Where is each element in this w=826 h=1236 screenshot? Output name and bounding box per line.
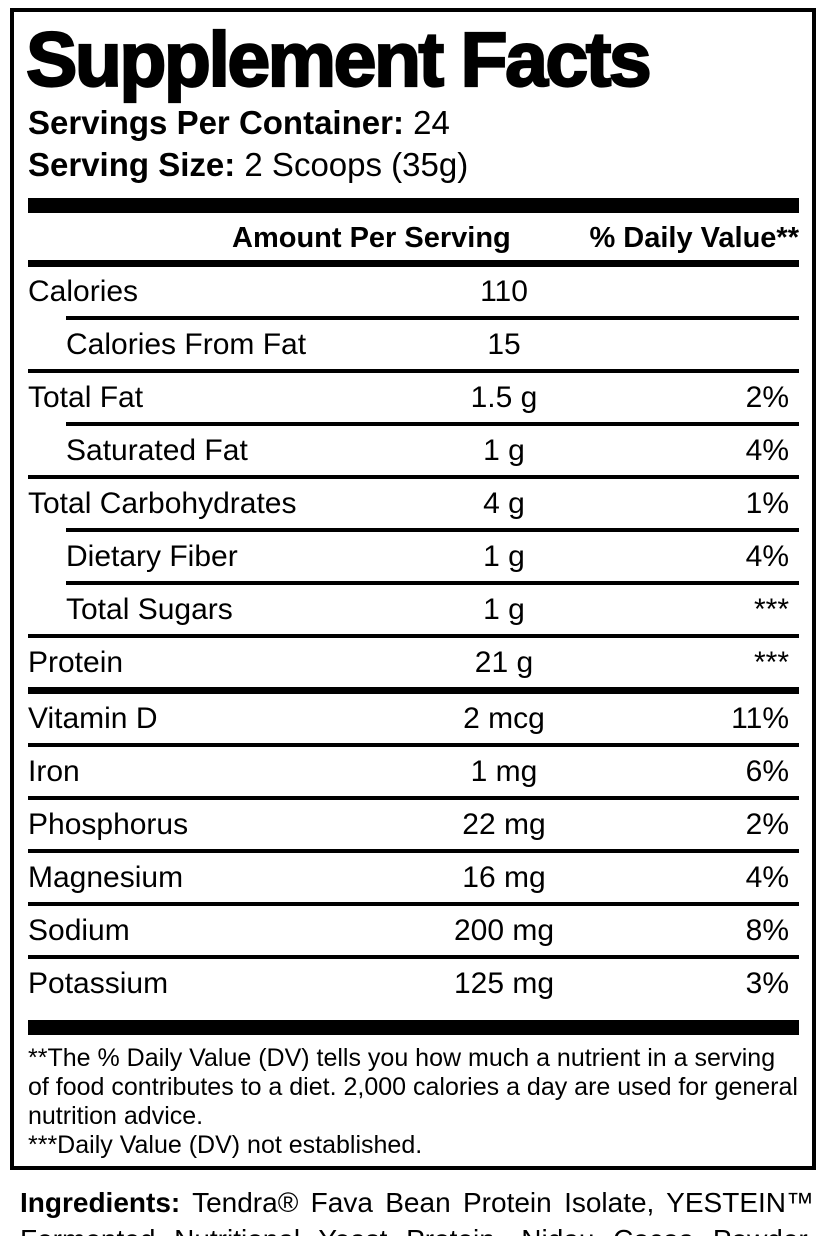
table-row: Potassium 125 mg 3% <box>28 959 799 1008</box>
nutrient-name: Iron <box>28 754 80 788</box>
nutrient-daily-value: 3% <box>745 966 789 1000</box>
nutrient-name: Protein <box>28 645 124 679</box>
nutrient-name: Vitamin D <box>28 701 158 735</box>
table-row: Total Sugars 1 g *** <box>28 585 799 634</box>
nutrient-name: Calories <box>28 274 139 308</box>
table-row: Vitamin D 2 mcg 11% <box>28 694 799 743</box>
nutrient-amount: 1 g <box>483 592 525 626</box>
nutrient-daily-value: 1% <box>745 486 789 520</box>
row-separator <box>28 955 799 959</box>
row-separator <box>28 743 799 747</box>
table-row: Total Carbohydrates 4 g 1% <box>28 479 799 528</box>
table-row: Total Fat 1.5 g 2% <box>28 373 799 422</box>
column-header-daily-value: % Daily Value** <box>589 222 799 254</box>
divider-bar-bottom <box>28 1020 799 1035</box>
panel-title: Supplement Facts <box>25 17 653 103</box>
nutrient-amount: 110 <box>480 274 528 308</box>
nutrient-name: Potassium <box>28 966 169 1000</box>
row-separator <box>28 796 799 800</box>
row-separator <box>28 369 799 373</box>
nutrient-amount: 1 g <box>483 539 525 573</box>
ingredients-label: Ingredients: <box>20 1187 181 1218</box>
ingredients-text: Tendra® Fava Bean Protein Isolate, YESTE… <box>20 1187 814 1236</box>
nutrient-amount: 125 mg <box>453 966 555 1000</box>
table-row: Iron 1 mg 6% <box>28 747 799 796</box>
column-header-amount: Amount Per Serving <box>232 222 511 254</box>
nutrient-amount: 21 g <box>474 645 534 679</box>
nutrient-amount: 22 mg <box>462 807 546 841</box>
table-row: Saturated Fat 1 g 4% <box>28 426 799 475</box>
nutrient-name: Sodium <box>28 913 130 947</box>
row-separator <box>28 849 799 853</box>
serving-size-label: Serving Size: <box>28 146 236 183</box>
nutrient-name: Dietary Fiber <box>66 539 238 573</box>
nutrient-daily-value: 11% <box>731 701 789 735</box>
servings-per-container: Servings Per Container: 24 <box>28 102 799 144</box>
servings-per-container-label: Servings Per Container: <box>28 104 404 141</box>
nutrient-name: Phosphorus <box>28 807 189 841</box>
nutrient-daily-value: 8% <box>745 913 789 947</box>
servings-per-container-value: 24 <box>413 104 450 141</box>
row-separator <box>28 475 799 479</box>
nutrient-daily-value: 4% <box>745 433 789 467</box>
row-separator <box>66 581 799 585</box>
nutrient-name: Total Sugars <box>66 592 233 626</box>
row-separator <box>28 687 799 694</box>
row-separator <box>66 316 799 320</box>
nutrient-amount: 15 <box>487 327 521 361</box>
serving-size: Serving Size: 2 Scoops (35g) <box>28 144 799 186</box>
footnote-not-established: ***Daily Value (DV) not established. <box>28 1131 423 1159</box>
serving-size-value: 2 Scoops (35g) <box>244 146 469 183</box>
row-separator <box>28 634 799 638</box>
nutrient-amount: 1 mg <box>470 754 538 788</box>
nutrient-amount: 4 g <box>483 486 525 520</box>
table-row: Dietary Fiber 1 g 4% <box>28 532 799 581</box>
nutrient-daily-value: 2% <box>745 807 789 841</box>
row-separator <box>66 422 799 426</box>
nutrient-daily-value: 4% <box>745 539 789 573</box>
supplement-facts-panel: Supplement Facts Servings Per Container:… <box>10 8 816 1170</box>
nutrient-name: Saturated Fat <box>66 433 248 467</box>
nutrient-daily-value: 2% <box>745 380 789 414</box>
table-row: Calories 110 <box>28 267 799 316</box>
header-underline <box>28 260 799 267</box>
nutrient-amount: 2 mcg <box>463 701 545 735</box>
row-separator <box>28 902 799 906</box>
nutrient-amount: 200 mg <box>453 913 555 947</box>
nutrient-daily-value: 4% <box>745 860 789 894</box>
nutrient-daily-value: 6% <box>745 754 789 788</box>
ingredients-paragraph: Ingredients: Tendra® Fava Bean Protein I… <box>20 1184 814 1236</box>
nutrient-daily-value: *** <box>753 592 789 626</box>
table-row: Protein 21 g *** <box>28 638 799 687</box>
nutrient-amount: 16 mg <box>462 860 546 894</box>
table-row: Calories From Fat 15 <box>28 320 799 369</box>
nutrient-name: Calories From Fat <box>66 327 307 361</box>
footnotes: **The % Daily Value (DV) tells you how m… <box>28 1035 799 1160</box>
table-row: Phosphorus 22 mg 2% <box>28 800 799 849</box>
nutrient-daily-value: *** <box>753 645 789 679</box>
table-row: Sodium 200 mg 8% <box>28 906 799 955</box>
row-separator <box>66 528 799 532</box>
nutrient-name: Total Carbohydrates <box>28 486 297 520</box>
nutrient-name: Magnesium <box>28 860 184 894</box>
column-header-row: Amount Per Serving % Daily Value** <box>28 213 799 260</box>
nutrient-amount: 1.5 g <box>470 380 538 414</box>
nutrient-table: Calories 110 Calories From Fat 15 Total … <box>28 267 799 1008</box>
divider-bar-top <box>28 198 799 213</box>
table-row: Magnesium 16 mg 4% <box>28 853 799 902</box>
nutrient-amount: 1 g <box>483 433 525 467</box>
nutrient-name: Total Fat <box>28 380 144 414</box>
footnote-daily-value: **The % Daily Value (DV) tells you how m… <box>28 1044 798 1130</box>
